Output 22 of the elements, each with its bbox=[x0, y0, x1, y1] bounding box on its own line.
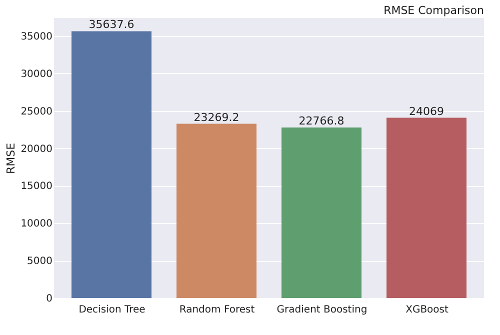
y-tick-label: 15000 bbox=[20, 181, 52, 192]
data-label: 22766.8 bbox=[298, 114, 344, 128]
y-axis-title: RMSE bbox=[4, 142, 18, 174]
y-tick-label: 20000 bbox=[20, 144, 52, 155]
bar bbox=[72, 31, 152, 298]
bar bbox=[282, 128, 362, 298]
chart-title: RMSE Comparison bbox=[384, 4, 484, 17]
y-tick-label: 25000 bbox=[20, 106, 52, 118]
x-tick-label: Random Forest bbox=[179, 304, 255, 316]
data-label: 35637.6 bbox=[88, 18, 134, 32]
x-tick-label: Decision Tree bbox=[78, 304, 146, 316]
data-label: 24069 bbox=[409, 104, 444, 118]
y-tick-label: 30000 bbox=[20, 68, 52, 80]
y-tick-label: 0 bbox=[46, 294, 52, 304]
y-tick-label: 5000 bbox=[27, 256, 52, 268]
bar bbox=[176, 124, 256, 298]
y-tick-label: 10000 bbox=[20, 218, 52, 230]
x-tick-label: XGBoost bbox=[406, 304, 448, 316]
y-tick-label: 35000 bbox=[20, 31, 52, 42]
bar bbox=[386, 118, 466, 298]
data-label: 23269.2 bbox=[194, 110, 240, 124]
x-tick-label: Gradient Boosting bbox=[276, 304, 368, 316]
